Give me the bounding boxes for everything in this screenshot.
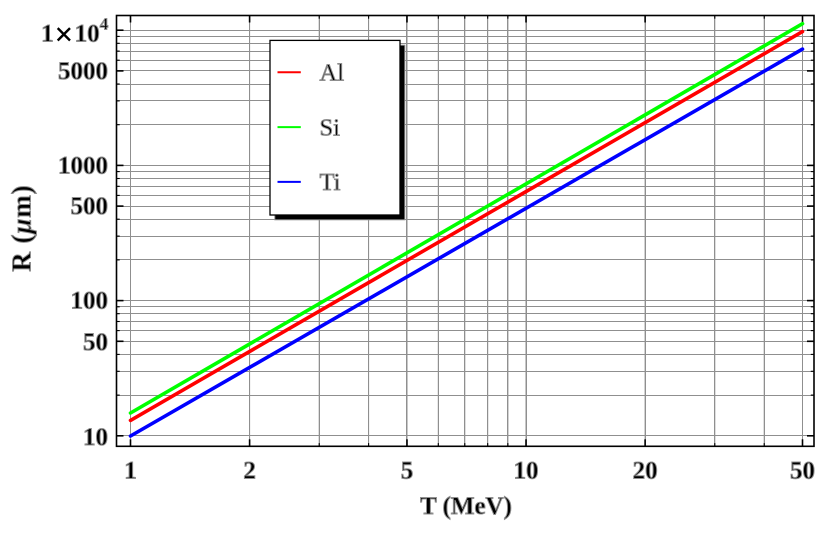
svg-text:1000: 1000: [58, 153, 108, 180]
svg-text:10: 10: [75, 20, 100, 47]
svg-text:10: 10: [514, 457, 539, 484]
svg-text:10: 10: [83, 424, 108, 451]
svg-text:Si: Si: [320, 114, 341, 141]
svg-text:1: 1: [41, 20, 54, 47]
svg-text:100: 100: [71, 288, 109, 315]
svg-text:4: 4: [100, 15, 109, 34]
svg-text:50: 50: [790, 457, 815, 484]
svg-text:500: 500: [71, 193, 109, 220]
svg-text:2: 2: [243, 457, 256, 484]
svg-text:50: 50: [83, 329, 108, 356]
svg-text:1: 1: [124, 457, 137, 484]
svg-text:5: 5: [401, 457, 414, 484]
svg-text:R (μm): R (μm): [6, 184, 36, 271]
svg-text:Al: Al: [320, 60, 345, 87]
svg-text:5000: 5000: [58, 58, 108, 85]
svg-text:T (MeV): T (MeV): [420, 493, 512, 520]
svg-text:20: 20: [633, 457, 658, 484]
svg-text:Ti: Ti: [320, 169, 341, 196]
